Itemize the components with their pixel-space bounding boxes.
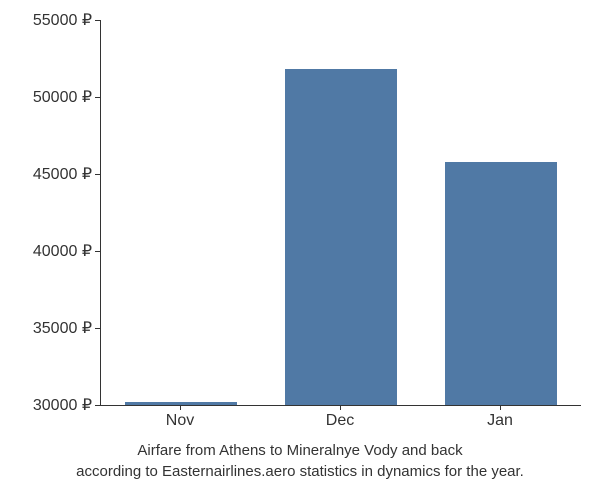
y-tick-label: 55000 ₽ <box>12 10 92 30</box>
bar <box>445 162 557 405</box>
caption-line-2: according to Easternairlines.aero statis… <box>76 463 524 480</box>
x-tick-mark <box>180 405 181 410</box>
y-tick-label: 35000 ₽ <box>12 318 92 338</box>
airfare-chart: 30000 ₽ 35000 ₽ 40000 ₽ 45000 ₽ 50000 ₽ 55000… <box>0 0 600 500</box>
y-tick-mark <box>95 405 100 406</box>
y-tick-label: 45000 ₽ <box>12 164 92 184</box>
x-tick-label: Jan <box>440 412 560 430</box>
y-tick-label: 30000 ₽ <box>12 395 92 415</box>
y-tick-mark <box>95 328 100 329</box>
x-tick-label: Nov <box>120 412 240 430</box>
y-tick-mark <box>95 174 100 175</box>
x-tick-label: Dec <box>280 412 400 430</box>
y-tick-label: 40000 ₽ <box>12 241 92 261</box>
y-tick-mark <box>95 97 100 98</box>
y-tick-mark <box>95 20 100 21</box>
plot-area <box>100 20 581 406</box>
caption-line-1: Airfare from Athens to Mineralnye Vody a… <box>137 442 462 459</box>
bar <box>125 402 237 405</box>
x-tick-mark <box>340 405 341 410</box>
x-tick-mark <box>500 405 501 410</box>
y-tick-mark <box>95 251 100 252</box>
chart-caption: Airfare from Athens to Mineralnye Vody a… <box>0 440 600 482</box>
bar <box>285 69 397 405</box>
y-tick-label: 50000 ₽ <box>12 87 92 107</box>
